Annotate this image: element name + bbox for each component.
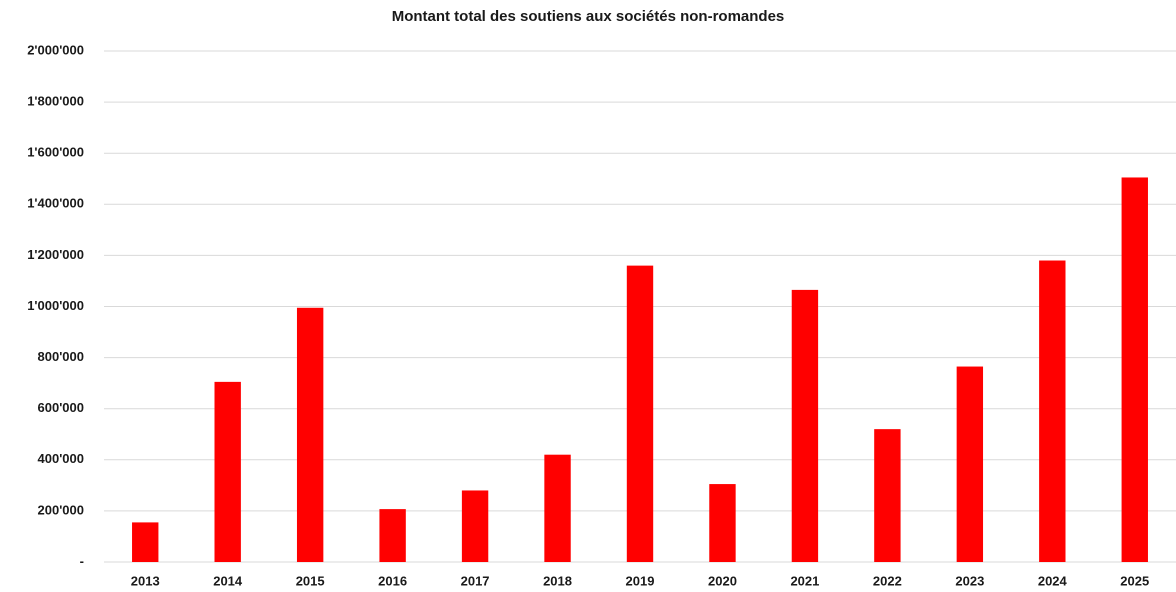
y-tick-label: 1'000'000 [27, 298, 84, 313]
y-tick-label: 200'000 [38, 502, 84, 517]
x-tick-label: 2016 [378, 573, 407, 588]
bar [544, 454, 571, 562]
x-tick-label: 2014 [213, 573, 243, 588]
bar [214, 381, 241, 562]
x-tick-label: 2019 [626, 573, 655, 588]
bar [461, 490, 489, 562]
y-tick-label: 1'800'000 [27, 94, 84, 109]
x-tick-label: 2023 [955, 573, 984, 588]
y-tick-label: - [80, 553, 84, 568]
y-tick-label: 1'400'000 [27, 196, 84, 211]
bar [874, 429, 901, 562]
x-tick-label: 2017 [461, 573, 490, 588]
chart-title: Montant total des soutiens aux sociétés … [392, 8, 785, 25]
y-tick-label: 600'000 [38, 400, 84, 415]
bar [626, 265, 654, 562]
bar [296, 307, 324, 562]
y-tick-label: 400'000 [38, 451, 84, 466]
y-tick-label: 2'000'000 [27, 42, 84, 57]
x-tick-label: 2015 [296, 573, 325, 588]
bar [709, 484, 736, 562]
x-tick-label: 2024 [1038, 573, 1068, 588]
bar [1039, 260, 1066, 562]
x-tick-label: 2018 [543, 573, 572, 588]
y-tick-label: 800'000 [38, 349, 84, 364]
bar [379, 509, 406, 562]
x-tick-label: 2020 [708, 573, 737, 588]
y-tick-label: 1'200'000 [27, 247, 84, 262]
x-tick-label: 2025 [1120, 573, 1149, 588]
bar [132, 522, 159, 562]
x-tick-label: 2013 [131, 573, 160, 588]
bar [956, 366, 984, 562]
bar [791, 289, 819, 562]
y-tick-label: 1'600'000 [27, 145, 84, 160]
bar [1121, 177, 1148, 562]
x-tick-label: 2022 [873, 573, 902, 588]
x-tick-label: 2021 [790, 573, 819, 588]
